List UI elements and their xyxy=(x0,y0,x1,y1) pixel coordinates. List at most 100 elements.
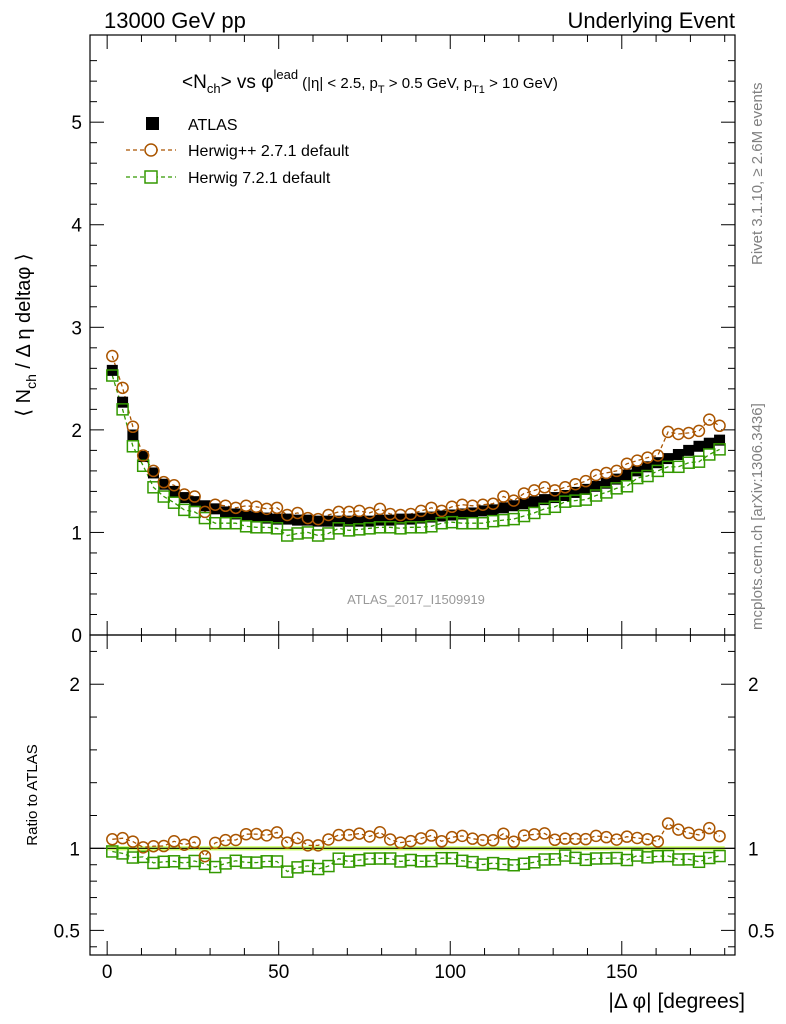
y-tick-label-main: 2 xyxy=(71,421,82,442)
herwigpp-ratio-point xyxy=(198,849,212,863)
atlas-point xyxy=(292,514,304,526)
y-tick-label-ratio: 0.5 xyxy=(54,921,80,942)
atlas-point xyxy=(446,509,458,521)
herwig7-point xyxy=(692,455,706,468)
herwigpp-ratio-point xyxy=(651,835,665,848)
legend-label-herwigpp: Herwig++ 2.7.1 default xyxy=(188,143,350,160)
herwigpp-point xyxy=(106,349,119,363)
herwig7-point xyxy=(703,448,716,461)
herwigpp-ratio-point xyxy=(157,839,171,853)
herwigpp-point xyxy=(486,497,500,510)
atlas-point xyxy=(178,492,190,504)
atlas-point xyxy=(425,511,437,523)
herwigpp-ratio-point xyxy=(692,828,706,842)
herwigpp-point xyxy=(507,494,520,507)
herwig7-point xyxy=(147,481,160,494)
herwigpp-ratio-point xyxy=(373,826,387,839)
atlas-point xyxy=(240,510,252,522)
herwig7-point xyxy=(713,443,726,456)
herwigpp-ratio-point xyxy=(281,836,294,849)
ratio-data-layer xyxy=(90,817,735,878)
mcplots-label: mcplots.cern.ch [arXiv:1306.3436] xyxy=(749,403,766,630)
atlas-point xyxy=(714,434,726,446)
atlas-point xyxy=(415,512,427,524)
atlas-point xyxy=(117,396,129,408)
atlas-point xyxy=(662,453,674,465)
main-data-layer xyxy=(106,349,726,542)
herwig7-ratio-point xyxy=(322,859,335,873)
atlas-point xyxy=(281,513,293,525)
y-axis-label-main: ⟨ Nch / Δ η deltaφ ⟩ xyxy=(13,253,39,416)
atlas-point xyxy=(611,473,623,485)
atlas-point xyxy=(261,512,273,524)
herwigpp-point xyxy=(311,512,325,526)
atlas-point xyxy=(693,440,705,452)
herwig7-point xyxy=(116,403,129,416)
atlas-point xyxy=(569,486,581,498)
atlas-point xyxy=(600,477,612,489)
herwigpp-point xyxy=(538,481,551,494)
atlas-point xyxy=(539,494,551,506)
herwigpp-ratio-point xyxy=(713,829,726,843)
atlas-point xyxy=(683,444,695,456)
legend: ATLAS Herwig++ 2.7.1 default Herwig 7.2.… xyxy=(126,117,350,187)
plot-title: <Nch> vs φlead(|η| < 2.5, pT > 0.5 GeV, … xyxy=(182,67,558,96)
atlas-point xyxy=(137,451,149,463)
herwigpp-point xyxy=(363,506,376,520)
rivet-version-label: Rivet 3.1.10, ≥ 2.6M events xyxy=(749,83,766,266)
herwig7-ratio-point xyxy=(270,855,284,868)
herwigpp-ratio-point xyxy=(610,833,623,846)
herwigpp-line xyxy=(111,355,720,520)
herwig7-ratio-point xyxy=(569,851,582,865)
herwigpp-ratio-point xyxy=(229,833,243,847)
herwigpp-ratio-point xyxy=(363,830,376,843)
atlas-point xyxy=(353,515,365,527)
ratio-panel-frame xyxy=(89,634,736,956)
atlas-point xyxy=(528,496,540,508)
herwig7-line xyxy=(111,375,720,537)
herwigpp-point xyxy=(198,505,212,519)
herwig7-point xyxy=(167,496,181,509)
herwigpp-ratio-point xyxy=(188,835,201,849)
atlas-point xyxy=(394,513,406,525)
herwigpp-ratio-point xyxy=(703,821,716,835)
herwig7-point xyxy=(270,522,284,535)
y-tick-label-ratio: 1 xyxy=(69,839,80,860)
herwigpp-point xyxy=(291,506,304,520)
herwigpp-point xyxy=(188,490,201,503)
header-right: Underlying Event xyxy=(567,8,735,33)
herwig7-ratio-point xyxy=(178,856,191,870)
herwigpp-ratio-point xyxy=(311,839,325,852)
herwigpp-ratio-point xyxy=(497,827,510,840)
herwig7-point xyxy=(126,440,140,453)
herwigpp-ratio-point xyxy=(322,833,335,846)
herwigpp-point xyxy=(703,413,716,426)
atlas-point xyxy=(652,457,664,469)
herwigpp-ratio-point xyxy=(682,826,695,840)
atlas-point xyxy=(333,515,345,527)
atlas-point xyxy=(518,498,530,510)
herwigpp-ratio-point xyxy=(538,827,551,840)
herwigpp-point xyxy=(692,424,706,438)
herwigpp-ratio-point xyxy=(486,834,500,847)
herwig7-ratio-point xyxy=(692,855,706,869)
y-tick-label-main: 3 xyxy=(71,318,82,339)
atlas-point xyxy=(497,502,509,514)
herwigpp-point xyxy=(579,474,593,488)
herwigpp-point xyxy=(713,419,726,433)
herwigpp-ratio-point xyxy=(435,835,448,848)
herwigpp-point xyxy=(435,504,448,518)
atlas-point xyxy=(672,448,684,460)
herwigpp-point xyxy=(373,502,387,516)
y-tick-label-ratio-right: 1 xyxy=(748,839,759,860)
legend-label-herwig7: Herwig 7.2.1 default xyxy=(188,170,331,187)
atlas-point xyxy=(621,469,633,481)
herwigpp-point xyxy=(270,501,284,515)
x-tick-label: 50 xyxy=(268,962,289,983)
main-panel-frame xyxy=(89,34,736,636)
herwigpp-point xyxy=(147,464,160,478)
herwig7-ratio-point xyxy=(311,862,325,876)
herwigpp-point xyxy=(600,466,613,480)
herwig7-point xyxy=(311,529,325,542)
